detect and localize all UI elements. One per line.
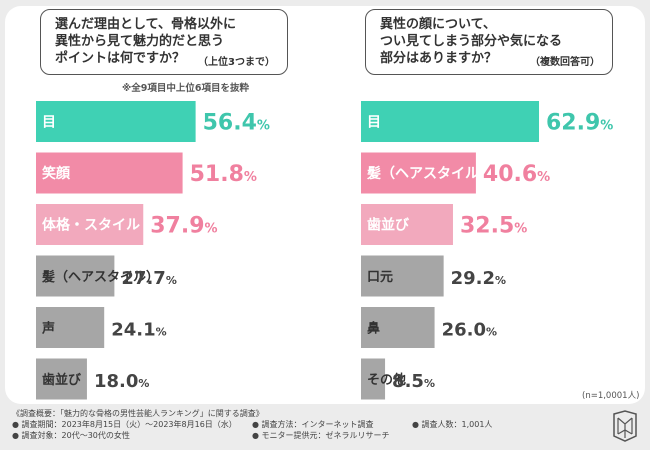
brand-logo-icon	[613, 410, 637, 442]
right-value-label-1: 40.6%	[483, 162, 550, 187]
left-category-label-0: 目	[42, 115, 56, 131]
right-bar-4	[361, 307, 435, 348]
right-category-label-4: 鼻	[367, 321, 380, 337]
footer-target: ● 調査対象：20代〜30代の女性	[12, 431, 130, 440]
survey-footer: 《調査概要：「魅力的な骨格の男性芸能人ランキング」に関する調査》 ● 調査期間：…	[12, 408, 492, 441]
left-value-label-3: 27.7%	[121, 268, 176, 289]
chart-right: 目 62.9% 髪（ヘアスタイル）40.6% 歯並び 32.5% 口元 29.2% 鼻 26.0…	[361, 101, 613, 400]
left-bar-0	[36, 101, 196, 142]
right-category-label-3: 口元	[367, 270, 393, 285]
left-bar-3	[36, 255, 115, 297]
right-bar-5	[361, 358, 386, 400]
left-value-label-4: 24.1%	[111, 320, 166, 341]
left-category-label-3: 髪（ヘアスタイル）	[41, 269, 159, 285]
left-bar-2	[36, 204, 144, 245]
right-value-label-2: 32.5%	[460, 214, 527, 239]
left-value-label-5: 18.0%	[94, 371, 149, 392]
right-bar-3	[361, 255, 444, 297]
right-bar-1	[361, 152, 476, 194]
right-value-label-5: 8.5%	[392, 371, 435, 392]
chart-left: 目 56.4% 笑顔 51.8% 体格・スタイル 37.9% 髪（ヘアスタイル）27.7% 声…	[36, 101, 270, 400]
right-category-label-0: 目	[367, 115, 381, 131]
left-value-label-0: 56.4%	[203, 111, 270, 136]
right-value-label-0: 62.9%	[546, 111, 613, 136]
question-left-title: 選んだ理由として、骨格以外に 異性から見て魅力的だと思う ポイントは何ですか？	[55, 17, 236, 66]
footer-period: ● 調査期間：2023年8月15日（火）〜2023年8月16日（水）	[12, 420, 237, 429]
left-category-label-4: 声	[41, 321, 55, 337]
footer-count: ● 調査人数：1,001人	[412, 420, 493, 429]
left-category-label-1: 笑顔	[42, 165, 71, 182]
note-left: ※全9項目中上位6項目を抜粋	[122, 83, 249, 94]
left-bar-4	[36, 307, 105, 348]
note-right: (n=1,0001人)	[582, 391, 640, 401]
right-value-label-4: 26.0%	[442, 320, 497, 341]
left-category-label-2: 体格・スタイル	[42, 217, 140, 234]
left-bar-1	[36, 152, 183, 194]
right-bar-2	[361, 204, 453, 245]
right-category-label-2: 歯並び	[367, 217, 410, 234]
left-value-label-2: 37.9%	[150, 214, 217, 239]
question-left-suffix: （上位3つまで）	[198, 57, 275, 68]
left-category-label-5: 歯並び	[42, 372, 82, 388]
left-value-label-1: 51.8%	[190, 162, 257, 187]
footer-method: ● 調査方法：インターネット調査	[252, 420, 374, 429]
question-box-left: 選んだ理由として、骨格以外に 異性から見て魅力的だと思う ポイントは何ですか？ …	[40, 9, 288, 75]
footer-provider: ● モニター提供元：ゼネラルリサーチ	[252, 431, 390, 440]
right-bar-0	[361, 101, 540, 142]
footer-survey-title: 《調査概要：「魅力的な骨格の男性芸能人ランキング」に関する調査》	[12, 409, 264, 418]
question-box-right: 異性の顔について、 つい見てしまう部分や気になる 部分はありますか？ （複数回答…	[365, 9, 613, 75]
right-value-label-3: 29.2%	[451, 268, 506, 289]
question-right-title: 異性の顔について、 つい見てしまう部分や気になる 部分はありますか？	[380, 17, 563, 66]
question-right-suffix: （複数回答可）	[530, 57, 600, 68]
right-category-label-1: 髪（ヘアスタイル）	[366, 165, 493, 182]
left-bar-5	[36, 358, 87, 400]
right-category-label-5: その他	[367, 372, 406, 388]
